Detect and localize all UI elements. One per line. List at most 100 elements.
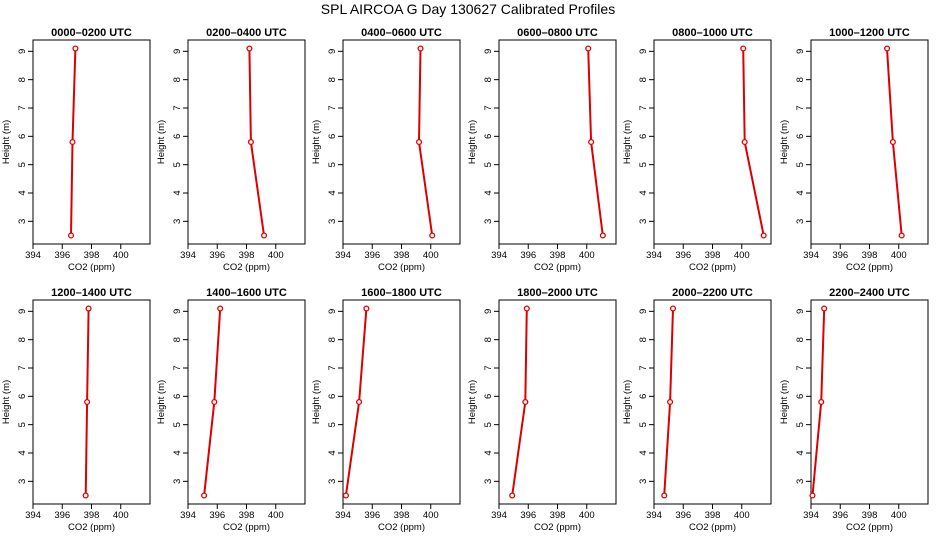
- data-point: [898, 232, 905, 239]
- y-axis-label: Height (m): [311, 380, 322, 424]
- x-tick-label: 398: [239, 250, 255, 261]
- plot-frame: [342, 39, 461, 245]
- y-tick-label: 4: [17, 190, 28, 195]
- x-tick-label: 398: [705, 250, 721, 261]
- x-axis-label: CO2 (ppm): [223, 522, 270, 533]
- x-axis-label: CO2 (ppm): [534, 522, 581, 533]
- y-tick-label: 8: [327, 77, 338, 82]
- panel-title: 0200–0400 UTC: [206, 27, 287, 39]
- x-tick-label: 396: [54, 250, 70, 261]
- y-tick-label: 3: [327, 219, 338, 224]
- data-point: [523, 305, 530, 312]
- y-tick-label: 5: [172, 422, 183, 427]
- y-tick-label: 5: [483, 162, 494, 167]
- panel-11: 2000–2200 UTC 394 396 398 400 3 4 5 6 7 8 9 CO2 (ppm…: [622, 287, 772, 533]
- panel-title: 1600–1800 UTC: [361, 287, 442, 299]
- y-axis-label: Height (m): [311, 120, 322, 164]
- y-tick-label: 6: [638, 134, 649, 139]
- y-tick-label: 5: [327, 422, 338, 427]
- x-tick-label: 396: [364, 510, 380, 521]
- data-point: [85, 305, 92, 312]
- data-point: [588, 138, 595, 146]
- y-tick-label: 9: [483, 309, 494, 314]
- y-tick-label: 5: [327, 162, 338, 167]
- x-axis-label: CO2 (ppm): [846, 522, 893, 533]
- y-axis-label: Height (m): [779, 380, 790, 424]
- y-tick-label: 9: [172, 49, 183, 54]
- y-tick-label: 3: [17, 219, 28, 224]
- data-point: [247, 138, 254, 146]
- data-point: [260, 232, 268, 239]
- y-tick-label: 8: [172, 337, 183, 342]
- x-tick-label: 400: [423, 250, 439, 261]
- y-tick-label: 7: [327, 365, 338, 370]
- data-point: [415, 138, 423, 146]
- x-tick-label: 398: [862, 250, 878, 261]
- y-tick-label: 5: [795, 422, 806, 427]
- data-point: [509, 492, 516, 499]
- panel-title: 0600–0800 UTC: [517, 27, 598, 39]
- data-point: [760, 232, 767, 239]
- y-tick-label: 4: [638, 450, 649, 455]
- y-axis-label: Height (m): [622, 380, 633, 424]
- y-axis-label: Height (m): [1, 120, 12, 164]
- x-tick-label: 394: [803, 510, 819, 521]
- y-tick-label: 4: [638, 190, 649, 195]
- y-tick-label: 6: [483, 394, 494, 399]
- x-tick-label: 400: [891, 510, 907, 521]
- data-point: [522, 398, 529, 406]
- data-point: [342, 492, 349, 499]
- x-axis-label: CO2 (ppm): [846, 262, 893, 273]
- panel-7: 1200–1400 UTC 394 396 398 400 3 4 5 6 7 8 9 CO2 (ppm…: [1, 287, 151, 533]
- data-point: [599, 232, 606, 239]
- y-tick-label: 8: [795, 77, 806, 82]
- x-tick-label: 398: [239, 510, 255, 521]
- x-tick-label: 394: [491, 510, 507, 521]
- y-tick-label: 7: [172, 105, 183, 110]
- y-tick-label: 8: [327, 337, 338, 342]
- x-tick-label: 394: [180, 250, 196, 261]
- plot-frame: [32, 299, 151, 505]
- y-tick-label: 6: [172, 134, 183, 139]
- y-tick-label: 5: [638, 422, 649, 427]
- x-tick-label: 396: [364, 250, 380, 261]
- y-tick-label: 8: [638, 77, 649, 82]
- y-tick-label: 7: [172, 365, 183, 370]
- y-tick-label: 3: [638, 219, 649, 224]
- y-tick-label: 4: [795, 450, 806, 455]
- data-point: [661, 492, 668, 499]
- panel-10: 1800–2000 UTC 394 396 398 400 3 4 5 6 7 8 9 CO2 (ppm…: [467, 287, 617, 533]
- y-tick-label: 6: [795, 134, 806, 139]
- x-axis-label: CO2 (ppm): [223, 262, 270, 273]
- x-tick-label: 396: [832, 510, 848, 521]
- data-point: [217, 305, 224, 312]
- data-point: [356, 398, 363, 406]
- y-tick-label: 4: [483, 190, 494, 195]
- data-point: [669, 305, 677, 312]
- panel-title: 0400–0600 UTC: [361, 27, 442, 39]
- y-tick-label: 3: [483, 219, 494, 224]
- x-tick-label: 400: [891, 250, 907, 261]
- x-tick-label: 394: [646, 510, 662, 521]
- x-tick-label: 398: [394, 510, 410, 521]
- y-axis-label: Height (m): [467, 120, 478, 164]
- data-point: [429, 232, 436, 239]
- y-tick-label: 6: [17, 134, 28, 139]
- y-tick-label: 5: [17, 162, 28, 167]
- y-tick-label: 6: [483, 134, 494, 139]
- y-tick-label: 9: [483, 49, 494, 54]
- data-point: [809, 492, 816, 499]
- plot-frame: [498, 299, 617, 505]
- data-point: [246, 45, 253, 52]
- x-tick-label: 400: [268, 510, 284, 521]
- y-tick-label: 9: [17, 49, 28, 54]
- y-tick-label: 6: [638, 394, 649, 399]
- x-tick-label: 396: [832, 250, 848, 261]
- y-tick-label: 5: [483, 422, 494, 427]
- y-tick-label: 6: [17, 394, 28, 399]
- y-tick-label: 8: [483, 337, 494, 342]
- x-axis-label: CO2 (ppm): [689, 262, 736, 273]
- plot-frame: [810, 299, 929, 505]
- data-point: [883, 45, 891, 52]
